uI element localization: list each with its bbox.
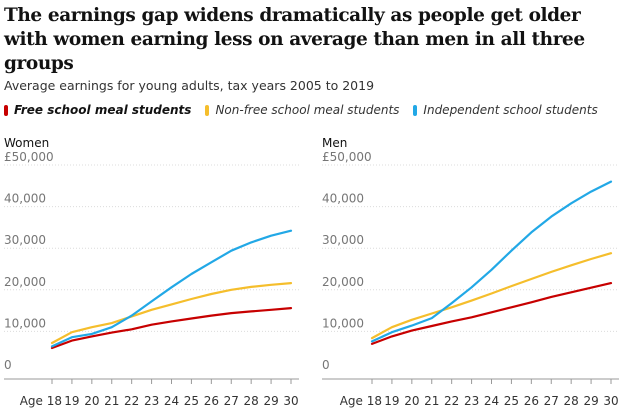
series-line-0 — [50, 307, 293, 350]
x-tick-label: 26 — [524, 394, 539, 408]
x-tick-label: 28 — [244, 394, 259, 408]
legend-swatch-yellow — [205, 104, 210, 116]
x-tick-label: Age 18 — [20, 394, 62, 408]
x-tick-label: 19 — [64, 394, 79, 408]
x-tick-label: 27 — [544, 394, 559, 408]
y-tick-label: £50,000 — [4, 150, 54, 164]
panel-title: Men — [322, 136, 347, 150]
legend-item-independent-school: Independent school students — [413, 103, 598, 117]
chart-subtitle: Average earnings for young adults, tax y… — [4, 78, 375, 93]
legend-label: Non-free school meal students — [215, 103, 400, 117]
x-tick-label: 30 — [283, 394, 298, 408]
series-line-2 — [370, 180, 613, 343]
y-tick-label: 40,000 — [322, 192, 364, 206]
x-tick-label: 27 — [224, 394, 239, 408]
x-tick-label: 28 — [564, 394, 579, 408]
y-tick-label: 30,000 — [4, 233, 46, 247]
y-tick-label: 10,000 — [322, 316, 364, 330]
y-tick-label: 10,000 — [4, 316, 46, 330]
x-tick-label: 19 — [384, 394, 399, 408]
y-tick-label: £50,000 — [322, 150, 372, 164]
x-tick-label: 21 — [424, 394, 439, 408]
x-tick-label: 24 — [164, 394, 179, 408]
series-line-2 — [50, 229, 293, 348]
series-line-0 — [370, 282, 613, 345]
legend-swatch-blue — [413, 104, 418, 116]
y-tick-label: 40,000 — [4, 192, 46, 206]
legend-label: Free school meal students — [14, 103, 192, 117]
x-tick-label: 25 — [504, 394, 519, 408]
series-line-1 — [370, 252, 613, 340]
x-tick-label: 22 — [124, 394, 139, 408]
x-tick-label: 22 — [444, 394, 459, 408]
panel-title: Women — [4, 136, 49, 150]
x-tick-label: 23 — [144, 394, 159, 408]
legend-label: Independent school students — [423, 103, 598, 117]
x-tick-label: 29 — [263, 394, 278, 408]
chart-legend: Free school meal students Non-free schoo… — [4, 103, 598, 117]
legend-item-non-free-school-meal: Non-free school meal students — [205, 103, 399, 117]
x-tick-label: 25 — [184, 394, 199, 408]
x-tick-label: 26 — [204, 394, 219, 408]
y-tick-label: 20,000 — [322, 275, 364, 289]
legend-swatch-red — [4, 104, 8, 116]
x-tick-label: 29 — [583, 394, 598, 408]
y-tick-label: 30,000 — [322, 233, 364, 247]
x-tick-label: 21 — [104, 394, 119, 408]
y-tick-label: 0 — [322, 358, 330, 372]
x-tick-label: 20 — [404, 394, 419, 408]
y-tick-label: 20,000 — [4, 275, 46, 289]
y-tick-label: 0 — [4, 358, 12, 372]
x-tick-label: Age 18 — [340, 394, 382, 408]
x-tick-label: 20 — [84, 394, 99, 408]
x-tick-label: 24 — [484, 394, 499, 408]
x-tick-label: 23 — [464, 394, 479, 408]
legend-item-free-school-meal: Free school meal students — [4, 103, 191, 117]
x-tick-label: 30 — [603, 394, 618, 408]
series-line-1 — [50, 282, 293, 345]
chart-headline: The earnings gap widens dramatically as … — [4, 5, 585, 74]
